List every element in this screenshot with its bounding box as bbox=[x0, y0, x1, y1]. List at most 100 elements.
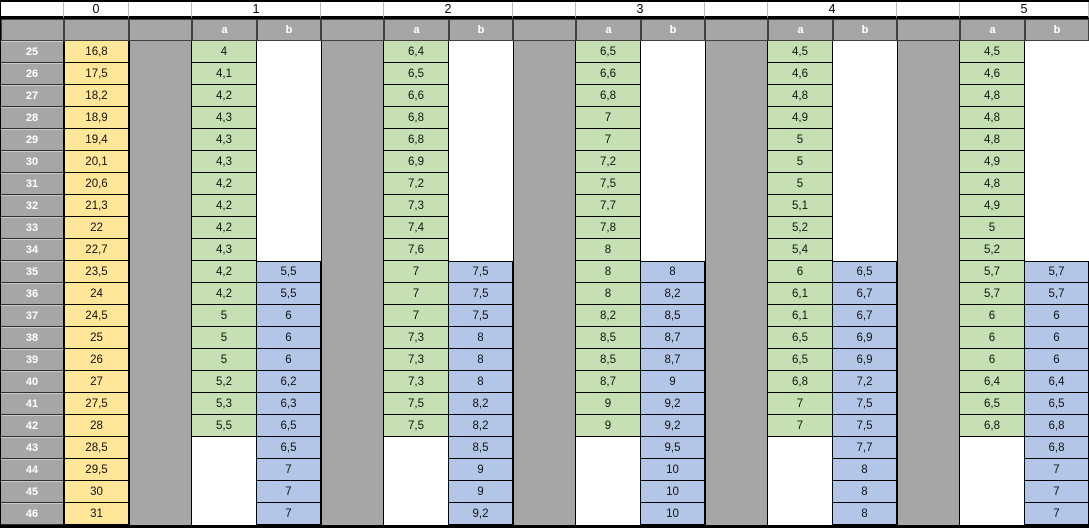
spacer-cell[interactable] bbox=[321, 195, 384, 217]
spacer-cell[interactable] bbox=[129, 415, 192, 437]
spacer-cell[interactable] bbox=[513, 41, 576, 63]
row-number[interactable]: 39 bbox=[1, 349, 64, 371]
spacer-cell[interactable] bbox=[897, 305, 960, 327]
value-cell-b[interactable]: 7,5 bbox=[833, 393, 897, 415]
empty-cell-b[interactable] bbox=[1025, 41, 1089, 63]
subheader-b-4[interactable]: b bbox=[833, 19, 897, 41]
spacer-cell[interactable] bbox=[129, 107, 192, 129]
empty-cell-b[interactable] bbox=[833, 239, 897, 261]
value-cell-a[interactable]: 8,5 bbox=[576, 327, 641, 349]
spacer-cell[interactable] bbox=[897, 63, 960, 85]
value-cell-b[interactable]: 7 bbox=[257, 481, 321, 503]
spacer-cell[interactable] bbox=[321, 349, 384, 371]
subheader-spacer-cell[interactable] bbox=[705, 19, 768, 41]
value-cell-a[interactable]: 7,5 bbox=[384, 393, 449, 415]
value-cell-a[interactable]: 4,8 bbox=[768, 85, 833, 107]
empty-cell-b[interactable] bbox=[257, 151, 321, 173]
spacer-cell[interactable] bbox=[513, 305, 576, 327]
value-cell-a[interactable]: 4,9 bbox=[960, 195, 1025, 217]
spacer-cell[interactable] bbox=[513, 437, 576, 459]
value-cell-a[interactable]: 7,8 bbox=[576, 217, 641, 239]
empty-cell-b[interactable] bbox=[1025, 107, 1089, 129]
spacer-cell[interactable] bbox=[897, 481, 960, 503]
value-cell-a[interactable]: 7,3 bbox=[384, 371, 449, 393]
value-cell-b[interactable]: 6 bbox=[257, 349, 321, 371]
value-cell-a[interactable]: 5 bbox=[768, 173, 833, 195]
value-cell-b[interactable]: 6 bbox=[257, 305, 321, 327]
value-cell-a[interactable]: 7,4 bbox=[384, 217, 449, 239]
empty-cell-a[interactable] bbox=[192, 503, 257, 525]
empty-cell-b[interactable] bbox=[641, 217, 705, 239]
spacer-cell[interactable] bbox=[513, 85, 576, 107]
empty-cell-a[interactable] bbox=[768, 459, 833, 481]
empty-cell-b[interactable] bbox=[833, 195, 897, 217]
empty-cell-b[interactable] bbox=[833, 217, 897, 239]
spacer-cell[interactable] bbox=[129, 151, 192, 173]
spacer-cell[interactable] bbox=[321, 283, 384, 305]
empty-cell-b[interactable] bbox=[641, 107, 705, 129]
spacer-cell[interactable] bbox=[321, 151, 384, 173]
spacer-cell[interactable] bbox=[705, 217, 768, 239]
value-cell-a[interactable]: 4,3 bbox=[192, 239, 257, 261]
empty-cell-a[interactable] bbox=[768, 481, 833, 503]
spacer-cell[interactable] bbox=[897, 437, 960, 459]
spacer-cell[interactable] bbox=[705, 41, 768, 63]
row-number[interactable]: 31 bbox=[1, 173, 64, 195]
value-cell-a[interactable]: 6,5 bbox=[960, 393, 1025, 415]
spacer-cell[interactable] bbox=[705, 327, 768, 349]
value-cell-a[interactable]: 4,2 bbox=[192, 195, 257, 217]
value-cell-a[interactable]: 4 bbox=[192, 41, 257, 63]
value-cell-b[interactable]: 6,7 bbox=[833, 305, 897, 327]
spacer-cell[interactable] bbox=[129, 437, 192, 459]
spacer-cell[interactable] bbox=[897, 107, 960, 129]
value-cell-a[interactable]: 7 bbox=[768, 415, 833, 437]
value-cell-a[interactable]: 4,2 bbox=[192, 85, 257, 107]
spacer-cell[interactable] bbox=[897, 261, 960, 283]
value-cell-a[interactable]: 4,1 bbox=[192, 63, 257, 85]
subheader-b-2[interactable]: b bbox=[449, 19, 513, 41]
value-cell-a[interactable]: 5,4 bbox=[768, 239, 833, 261]
value-cell-b[interactable]: 6,5 bbox=[833, 261, 897, 283]
value-cell-a[interactable]: 5 bbox=[960, 217, 1025, 239]
empty-cell-b[interactable] bbox=[1025, 239, 1089, 261]
empty-cell-a[interactable] bbox=[768, 503, 833, 525]
spacer-cell[interactable] bbox=[513, 393, 576, 415]
empty-cell-b[interactable] bbox=[641, 63, 705, 85]
value-cell-a[interactable]: 4,2 bbox=[192, 283, 257, 305]
value-cell-b[interactable]: 7 bbox=[257, 503, 321, 525]
value-cell-a[interactable]: 5 bbox=[192, 349, 257, 371]
value-cell-b[interactable]: 6 bbox=[257, 327, 321, 349]
value-cell-col0[interactable]: 28 bbox=[64, 415, 129, 437]
spacer-cell[interactable] bbox=[705, 481, 768, 503]
value-cell-b[interactable]: 9,2 bbox=[449, 503, 513, 525]
value-cell-col0[interactable]: 24 bbox=[64, 283, 129, 305]
empty-cell-a[interactable] bbox=[384, 459, 449, 481]
spacer-cell[interactable] bbox=[321, 261, 384, 283]
empty-cell-b[interactable] bbox=[449, 85, 513, 107]
value-cell-b[interactable]: 8 bbox=[833, 503, 897, 525]
spacer-cell[interactable] bbox=[705, 107, 768, 129]
spacer-cell[interactable] bbox=[705, 283, 768, 305]
value-cell-b[interactable]: 8 bbox=[833, 481, 897, 503]
spacer-cell[interactable] bbox=[897, 415, 960, 437]
value-cell-a[interactable]: 7,3 bbox=[384, 349, 449, 371]
spacer-cell[interactable] bbox=[513, 371, 576, 393]
subheader-a-1[interactable]: a bbox=[192, 19, 257, 41]
value-cell-a[interactable]: 6,5 bbox=[768, 349, 833, 371]
value-cell-b[interactable]: 6,5 bbox=[257, 415, 321, 437]
value-cell-b[interactable]: 6,5 bbox=[1025, 393, 1089, 415]
empty-cell-b[interactable] bbox=[257, 129, 321, 151]
value-cell-b[interactable]: 8,7 bbox=[641, 327, 705, 349]
spacer-cell[interactable] bbox=[705, 195, 768, 217]
value-cell-b[interactable]: 7,2 bbox=[833, 371, 897, 393]
empty-cell-a[interactable] bbox=[768, 437, 833, 459]
spacer-cell[interactable] bbox=[129, 195, 192, 217]
value-cell-col0[interactable]: 27,5 bbox=[64, 393, 129, 415]
empty-cell-a[interactable] bbox=[384, 481, 449, 503]
empty-cell-b[interactable] bbox=[449, 239, 513, 261]
empty-cell-b[interactable] bbox=[1025, 85, 1089, 107]
spacer-cell[interactable] bbox=[129, 305, 192, 327]
value-cell-col0[interactable]: 30 bbox=[64, 481, 129, 503]
value-cell-b[interactable]: 8,2 bbox=[449, 415, 513, 437]
value-cell-a[interactable]: 4,8 bbox=[960, 129, 1025, 151]
